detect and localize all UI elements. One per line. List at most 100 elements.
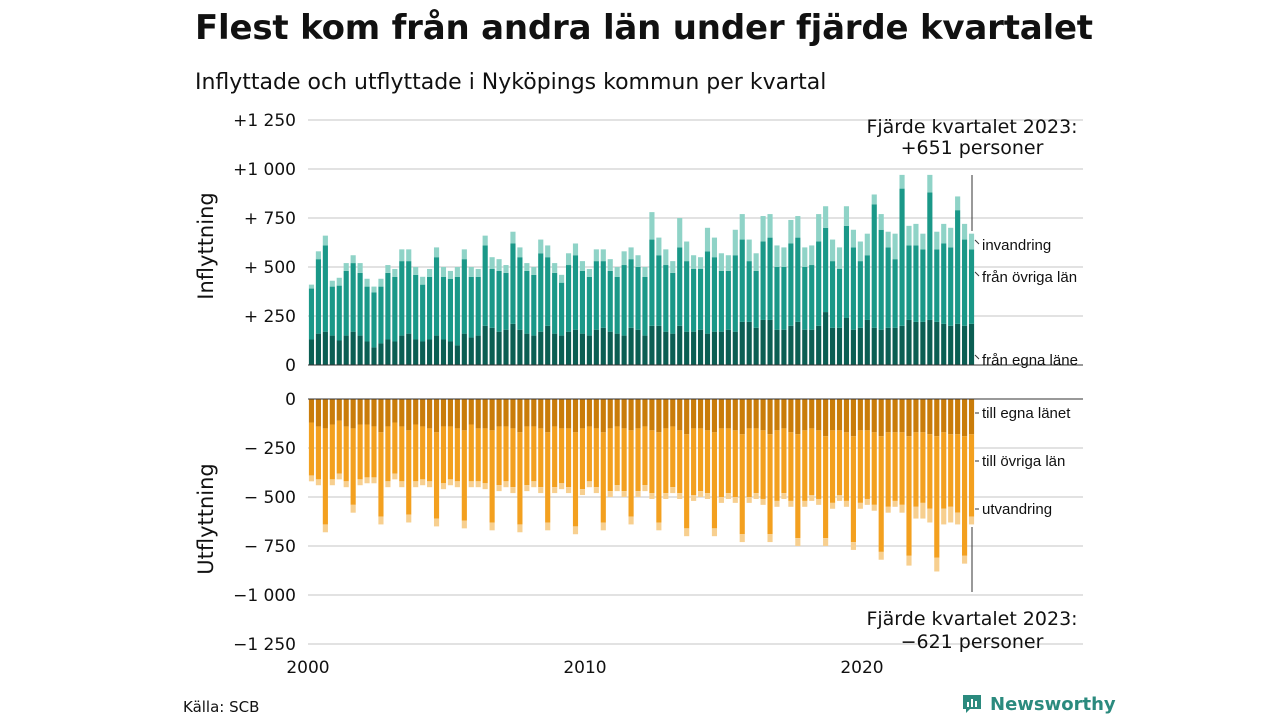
leader-line [974,271,980,277]
bar-out-0 [739,399,745,435]
annotation-line2: +651 personer [901,137,1044,159]
bar-out-0 [934,399,940,437]
bar-out-0 [614,399,620,427]
bar-in-1 [545,257,551,326]
y-tick-label: − 250 [244,439,296,459]
bar-in-0 [656,325,662,365]
bar-in-0 [691,331,697,365]
bar-out-2 [517,524,523,533]
bar-out-0 [350,399,356,429]
bar-in-2 [753,253,759,271]
bar-out-2 [399,481,405,488]
chart-title: Flest kom från andra län under fjärde kv… [195,8,1093,48]
bar-in-2 [871,194,877,205]
bar-out-1 [579,428,586,490]
bar-out-1 [788,432,794,501]
bar-in-0 [955,323,961,365]
bar-in-2 [336,277,342,286]
bar-out-1 [399,426,405,482]
bar-in-0 [607,331,613,365]
bar-in-2 [968,233,975,250]
bar-out-0 [433,399,440,433]
bar-in-2 [697,257,704,269]
bar-out-1 [524,426,530,486]
y-tick-label: +1 000 [233,160,296,180]
bar-out-2 [579,489,586,496]
bar-in-1 [878,229,884,330]
bar-out-2 [941,508,947,525]
bar-in-1 [899,188,905,326]
bar-in-1 [517,257,523,330]
bar-out-0 [621,399,627,429]
bar-in-2 [878,214,884,230]
bar-in-2 [475,268,481,277]
bar-out-1 [948,434,954,507]
bar-in-2 [593,249,599,262]
bar-out-2 [732,497,738,503]
bar-in-1 [579,270,586,334]
bar-out-1 [357,424,363,480]
bar-out-0 [850,399,856,437]
bar-in-2 [447,270,453,279]
bar-in-0 [600,327,606,365]
annotation-line2: −621 personer [901,631,1044,653]
bar-in-2 [433,247,440,258]
bar-in-1 [711,257,718,332]
bar-in-2 [809,245,815,266]
bar-out-2 [816,498,822,505]
bar-in-1 [378,286,384,344]
bar-out-2 [809,495,815,501]
bar-in-0 [406,333,412,365]
bar-out-2 [322,524,328,533]
bar-in-0 [642,335,648,365]
bar-out-2 [357,479,363,486]
bar-in-2 [489,257,495,269]
bar-out-1 [802,430,808,501]
series-label: till övriga län [982,453,1065,470]
bar-in-1 [572,255,579,330]
bar-in-2 [830,239,836,262]
bar-in-2 [322,235,328,246]
bar-out-0 [885,399,891,433]
bar-in-0 [802,329,808,365]
bar-in-0 [378,343,384,365]
bar-out-2 [468,481,474,488]
bar-out-0 [878,399,884,437]
bar-out-1 [406,430,412,515]
bar-out-2 [447,479,453,486]
bar-in-0 [489,327,495,365]
bar-out-2 [649,493,655,499]
bar-in-2 [670,261,676,273]
bar-out-0 [823,399,829,437]
bar-out-1 [621,428,627,492]
y-tick-label: − 500 [244,488,296,508]
bar-in-2 [781,247,787,267]
bar-in-1 [934,249,940,322]
bar-out-0 [704,399,711,431]
bar-in-0 [343,335,349,365]
bar-out-2 [350,504,356,513]
bar-out-0 [385,399,391,427]
bar-in-1 [413,274,419,340]
bar-out-2 [315,479,321,486]
bar-in-2 [899,174,905,189]
bar-in-0 [941,323,947,365]
bar-in-2 [420,276,426,285]
bar-in-0 [857,327,863,365]
bar-out-1 [823,436,829,539]
bar-in-2 [350,255,356,264]
bar-in-1 [315,259,321,334]
bar-in-0 [614,333,620,365]
bar-in-1 [503,272,509,330]
bar-in-2 [399,249,405,262]
leader-line [974,354,980,360]
y-tick-label: 0 [285,356,296,376]
bar-out-0 [802,399,808,431]
bar-out-2 [948,506,954,523]
bar-out-1 [878,436,884,552]
bar-in-0 [336,340,342,365]
bar-in-2 [885,231,891,248]
bar-in-0 [385,339,391,365]
bar-in-2 [565,253,572,266]
bar-out-1 [517,432,523,525]
